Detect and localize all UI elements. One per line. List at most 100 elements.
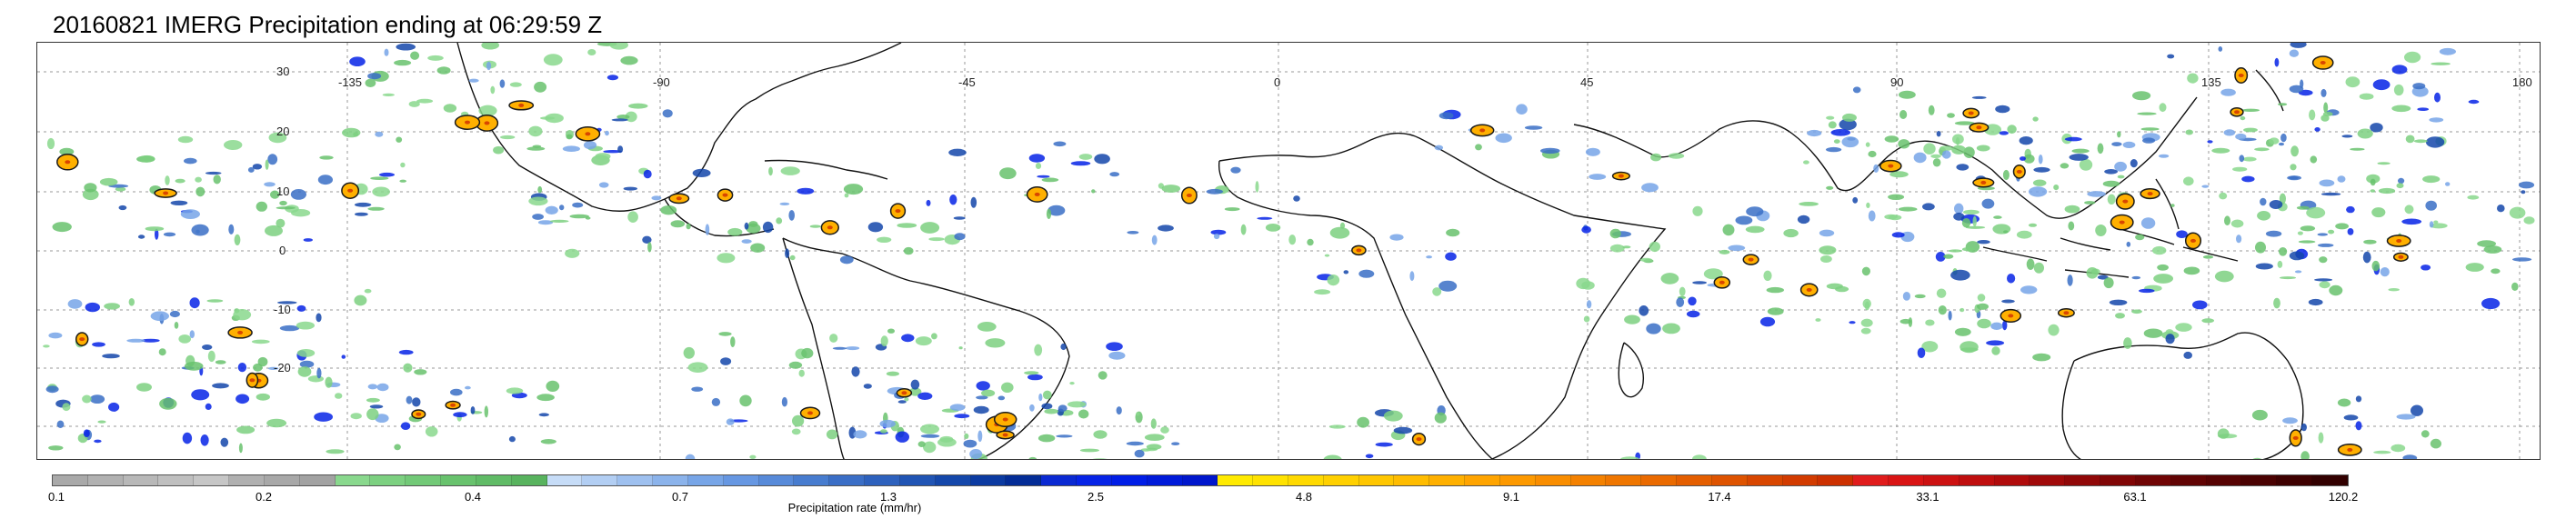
rain-cell (2117, 131, 2121, 138)
rain-cell (1884, 135, 1899, 143)
rain-cell (1094, 154, 1110, 165)
rain-cell (1581, 281, 1595, 290)
rain-cell (267, 154, 278, 165)
rain-cell (1759, 316, 1776, 327)
rain-cell (180, 209, 200, 220)
rain-cell (189, 330, 195, 339)
rain-cell (1972, 215, 1977, 227)
colorbar-swatch (1218, 475, 1254, 485)
rain-cell (2023, 154, 2035, 164)
colorbar-swatch (865, 475, 900, 485)
rain-cell (949, 404, 966, 412)
rain-cell (2422, 175, 2441, 184)
rain-cell (436, 66, 451, 75)
rain-cell (2296, 205, 2310, 210)
rain-cell (400, 422, 411, 431)
rain-cell (537, 185, 543, 194)
rain-cell (205, 403, 212, 410)
rain-cell (2298, 240, 2316, 244)
extreme-rain-core (1968, 111, 1974, 115)
rain-cell (48, 445, 64, 451)
rain-cell (762, 221, 774, 234)
rain-cell (481, 43, 499, 50)
rain-cell (616, 115, 630, 120)
rain-cell (572, 202, 584, 208)
rain-cell (879, 419, 896, 428)
rain-cell (299, 360, 315, 368)
rain-cell (954, 414, 970, 419)
rain-cell (2241, 108, 2260, 113)
rain-cell (801, 347, 814, 359)
rain-cell (843, 184, 864, 195)
rain-cell (303, 238, 313, 242)
rain-cell (2158, 154, 2170, 158)
rain-cell (1445, 252, 1457, 261)
rain-cell (335, 393, 343, 399)
rain-cell (99, 177, 118, 186)
rain-cell (1841, 136, 1859, 148)
rain-cell (102, 354, 120, 359)
rain-cell (788, 361, 803, 369)
rain-cell (2398, 177, 2405, 185)
rain-cell (2372, 79, 2391, 91)
rain-cell (2289, 251, 2305, 261)
rain-cell (486, 61, 492, 71)
rain-cell (595, 153, 611, 161)
rain-cell (1899, 318, 1911, 324)
rain-cell (184, 361, 204, 371)
extreme-rain-core (518, 103, 525, 107)
rain-cell (628, 103, 648, 109)
rain-cell (543, 54, 563, 66)
rain-cell (606, 75, 619, 81)
rain-cell (2294, 270, 2302, 274)
rain-cell (997, 395, 1006, 401)
colorbar-swatch (1959, 475, 1995, 485)
rain-cell (2329, 284, 2343, 296)
rain-cell (1161, 185, 1181, 193)
rain-cell (717, 253, 736, 264)
rain-cell (1971, 95, 1987, 99)
colorbar-swatch (1570, 475, 1607, 485)
extreme-rain-core (2320, 61, 2326, 65)
rain-cell (1783, 228, 1799, 238)
rain-cell (372, 186, 390, 197)
rain-cell (1108, 351, 1126, 360)
rain-cell (2032, 353, 2051, 362)
rain-cell (46, 137, 55, 150)
extreme-rain-core (2008, 314, 2014, 318)
rain-cell (1986, 340, 2005, 346)
rain-cell (1948, 310, 1952, 321)
rain-cell (1641, 183, 1659, 193)
rain-cell (2300, 451, 2310, 459)
rain-cell (711, 397, 721, 406)
rain-cell (1609, 228, 1621, 239)
rain-cell (279, 324, 300, 332)
rain-cell (603, 150, 623, 154)
rain-cell (1947, 113, 1955, 118)
rain-cell (1127, 231, 1139, 235)
precipitation-map[interactable]: -135 -90 -45 0 45 90 135 180 30 20 10 0 … (36, 42, 2541, 460)
rain-cell (296, 321, 315, 330)
rain-cell (2393, 84, 2404, 96)
rain-cell (266, 418, 287, 428)
coast-south-america (782, 237, 1070, 459)
rain-cell (2026, 258, 2035, 270)
colorbar-swatch (335, 475, 371, 485)
colorbar-tick: 33.1 (1916, 490, 1940, 504)
rain-cell (611, 118, 628, 122)
colorbar-swatch (2135, 475, 2171, 485)
colorbar-swatch (123, 475, 159, 485)
rain-cell (908, 387, 922, 396)
rain-cell (1046, 208, 1052, 220)
rain-cell (1799, 202, 1819, 206)
rain-cell (963, 439, 977, 448)
rain-cell (1898, 206, 1918, 212)
rain-cell (739, 394, 752, 407)
rain-cell (2165, 334, 2175, 344)
rain-cell (141, 338, 160, 343)
rain-cell (1581, 225, 1591, 234)
rain-cell (1807, 129, 1822, 137)
rain-cell (1960, 341, 1979, 354)
colorbar-swatch (829, 475, 866, 485)
rain-cell (1116, 406, 1122, 415)
